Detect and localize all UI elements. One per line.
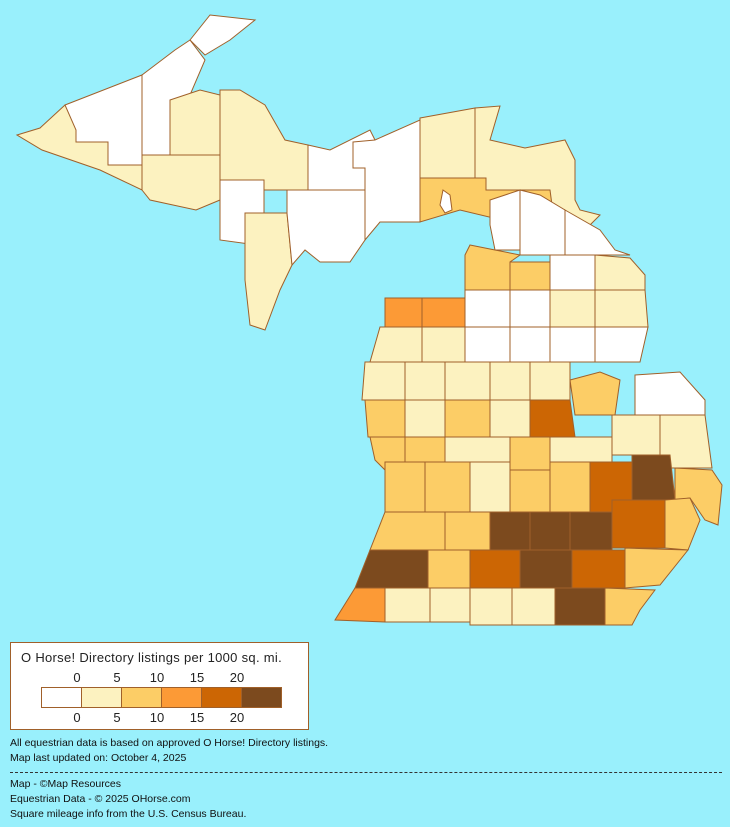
- legend-swatch: [162, 688, 202, 707]
- legend-color-scale: [41, 687, 282, 708]
- legend-tick: 5: [113, 670, 121, 685]
- legend-title: O Horse! Directory listings per 1000 sq.…: [21, 650, 283, 665]
- legend-tick: 20: [229, 670, 245, 685]
- county-region[interactable]: [604, 587, 656, 626]
- data-credit: Equestrian Data - © 2025 OHorse.com: [10, 793, 191, 805]
- county-region[interactable]: [444, 511, 491, 551]
- county-region[interactable]: [444, 399, 491, 438]
- divider: [10, 772, 722, 773]
- county-region[interactable]: [469, 587, 513, 626]
- legend-swatch: [122, 688, 162, 707]
- county-region[interactable]: [569, 511, 613, 551]
- legend-tick: 15: [189, 710, 205, 725]
- county-region[interactable]: [489, 399, 531, 438]
- county-region[interactable]: [509, 326, 551, 363]
- county-region[interactable]: [464, 326, 511, 363]
- county-region[interactable]: [421, 326, 466, 363]
- county-region[interactable]: [509, 261, 551, 291]
- county-region[interactable]: [464, 289, 511, 328]
- county-region[interactable]: [334, 587, 386, 623]
- county-region[interactable]: [469, 461, 511, 513]
- county-region[interactable]: [384, 587, 431, 623]
- legend: O Horse! Directory listings per 1000 sq.…: [10, 642, 309, 730]
- county-region[interactable]: [594, 289, 649, 328]
- county-region[interactable]: [489, 511, 531, 551]
- county-region[interactable]: [489, 189, 521, 251]
- county-region[interactable]: [364, 399, 406, 438]
- county-region[interactable]: [404, 436, 446, 463]
- legend-tick: 20: [229, 710, 245, 725]
- county-region[interactable]: [244, 212, 293, 331]
- county-region[interactable]: [549, 461, 591, 513]
- county-region[interactable]: [571, 549, 626, 589]
- county-region[interactable]: [554, 587, 606, 626]
- county-region[interactable]: [511, 587, 556, 626]
- legend-tick: 0: [73, 710, 81, 725]
- county-region[interactable]: [611, 414, 661, 456]
- county-region[interactable]: [594, 326, 649, 363]
- county-region[interactable]: [369, 511, 446, 551]
- county-region[interactable]: [529, 511, 571, 551]
- county-region[interactable]: [489, 361, 531, 401]
- county-region[interactable]: [611, 499, 666, 549]
- county-region[interactable]: [519, 549, 573, 589]
- county-region[interactable]: [419, 107, 476, 179]
- county-region[interactable]: [509, 469, 551, 513]
- county-region[interactable]: [384, 297, 423, 328]
- legend-swatch: [202, 688, 242, 707]
- legend-tick: 15: [189, 670, 205, 685]
- county-region[interactable]: [427, 549, 471, 589]
- county-region[interactable]: [529, 361, 571, 401]
- county-region[interactable]: [549, 254, 596, 291]
- legend-tick: 0: [73, 670, 81, 685]
- county-region[interactable]: [429, 587, 471, 623]
- county-region[interactable]: [354, 549, 429, 589]
- county-region[interactable]: [369, 326, 423, 363]
- county-region[interactable]: [384, 461, 426, 513]
- legend-swatch: [42, 688, 82, 707]
- legend-tick: 5: [113, 710, 121, 725]
- county-region[interactable]: [352, 119, 421, 242]
- county-region[interactable]: [624, 547, 690, 589]
- michigan-county-map: [15, 14, 723, 626]
- county-region[interactable]: [569, 371, 621, 416]
- legend-tick: 10: [149, 710, 165, 725]
- county-region[interactable]: [421, 297, 466, 328]
- legend-swatch: [82, 688, 122, 707]
- county-region[interactable]: [189, 14, 257, 56]
- last-updated-note: Map last updated on: October 4, 2025: [10, 752, 187, 764]
- county-region[interactable]: [439, 189, 453, 214]
- county-region[interactable]: [659, 414, 713, 469]
- county-region[interactable]: [549, 326, 596, 363]
- county-region[interactable]: [529, 399, 576, 438]
- map-credit: Map - ©Map Resources: [10, 778, 122, 790]
- legend-tick: 10: [149, 670, 165, 685]
- county-region[interactable]: [404, 361, 446, 401]
- data-source-note: All equestrian data is based on approved…: [10, 737, 329, 749]
- county-region[interactable]: [594, 254, 646, 291]
- county-region[interactable]: [549, 289, 596, 328]
- county-region[interactable]: [361, 361, 406, 401]
- county-region[interactable]: [469, 549, 521, 589]
- county-region[interactable]: [424, 461, 471, 513]
- county-region[interactable]: [509, 289, 551, 328]
- county-region[interactable]: [141, 154, 221, 211]
- legend-swatch: [242, 688, 281, 707]
- county-region[interactable]: [631, 454, 676, 501]
- census-credit: Square mileage info from the U.S. Census…: [10, 808, 247, 820]
- county-region[interactable]: [444, 361, 491, 401]
- county-region[interactable]: [664, 497, 701, 551]
- county-region[interactable]: [286, 189, 366, 267]
- county-region[interactable]: [509, 436, 551, 471]
- county-region[interactable]: [634, 371, 706, 416]
- county-region[interactable]: [219, 89, 309, 191]
- county-region[interactable]: [404, 399, 446, 438]
